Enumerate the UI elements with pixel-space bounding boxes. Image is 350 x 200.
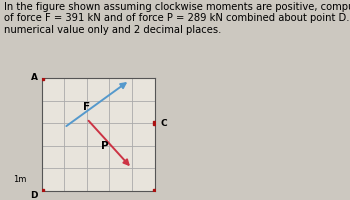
Text: F: F: [83, 102, 90, 112]
Text: A: A: [31, 73, 38, 82]
Text: C: C: [160, 119, 167, 128]
Text: 1m: 1m: [13, 175, 27, 184]
Text: D: D: [30, 191, 38, 200]
Text: In the figure shown assuming clockwise moments are positive, compute the moment
: In the figure shown assuming clockwise m…: [4, 2, 350, 35]
Text: P: P: [101, 141, 108, 151]
